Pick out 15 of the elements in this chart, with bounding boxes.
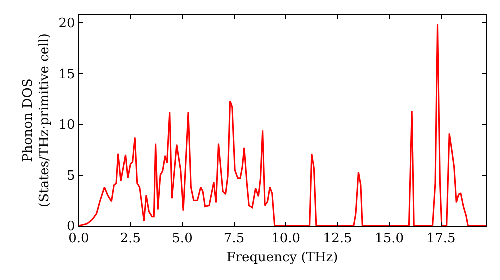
y-tick-label: 20	[58, 16, 76, 32]
x-tick-label: 0.0	[68, 232, 90, 247]
y-axis-title: Phonon DOS (States/THz·primitive cell)	[20, 33, 53, 208]
x-tick-label: 7.5	[224, 232, 245, 247]
x-tick-label: 5.0	[172, 232, 193, 247]
line-series	[79, 23, 486, 226]
y-tick-label: 5	[67, 168, 76, 184]
y-tick-label: 10	[58, 118, 76, 134]
x-tick-label: 12.5	[323, 232, 352, 247]
x-tick-label: 2.5	[120, 232, 142, 247]
y-tick-label: 15	[58, 67, 76, 82]
x-tick-label: 10.0	[272, 232, 300, 247]
x-tick-label: 17.5	[426, 232, 456, 247]
x-axis-title: Frequency (THz)	[226, 250, 338, 266]
x-tick-label: 15.0	[375, 232, 404, 247]
